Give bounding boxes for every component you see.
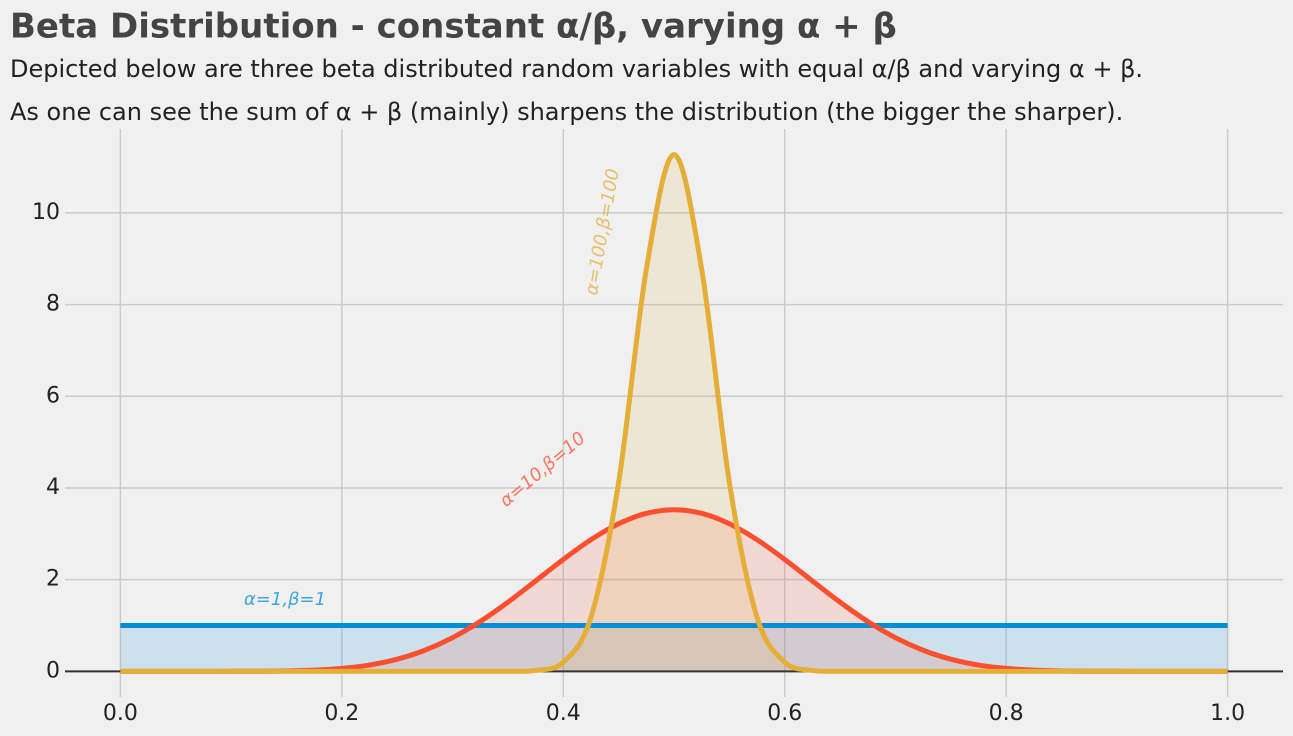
series-annotation: α=1,β=1 (244, 589, 326, 610)
y-tick-label: 10 (32, 200, 60, 225)
y-tick-label: 6 (46, 383, 60, 408)
subtitle: Depicted below are three beta distribute… (10, 55, 1143, 83)
x-tick-label: 0.0 (103, 701, 138, 726)
chart-title: Beta Distribution - constant α/β, varyin… (10, 7, 897, 47)
x-tick-label: 1.0 (1210, 701, 1245, 726)
x-tick-label: 0.2 (324, 701, 359, 726)
y-tick-label: 4 (46, 475, 60, 500)
area-fill (120, 509, 1228, 672)
x-tick-label: 0.8 (989, 701, 1024, 726)
x-tick-label: 0.4 (546, 701, 581, 726)
series-line (120, 152, 1228, 674)
x-tick-label: 0.6 (767, 701, 802, 726)
area-fill (120, 154, 1228, 672)
y-tick-label: 2 (46, 567, 60, 592)
y-tick-label: 8 (46, 292, 60, 317)
y-tick-label: 0 (46, 658, 60, 683)
subtitle: As one can see the sum of α + β (mainly)… (10, 98, 1123, 126)
